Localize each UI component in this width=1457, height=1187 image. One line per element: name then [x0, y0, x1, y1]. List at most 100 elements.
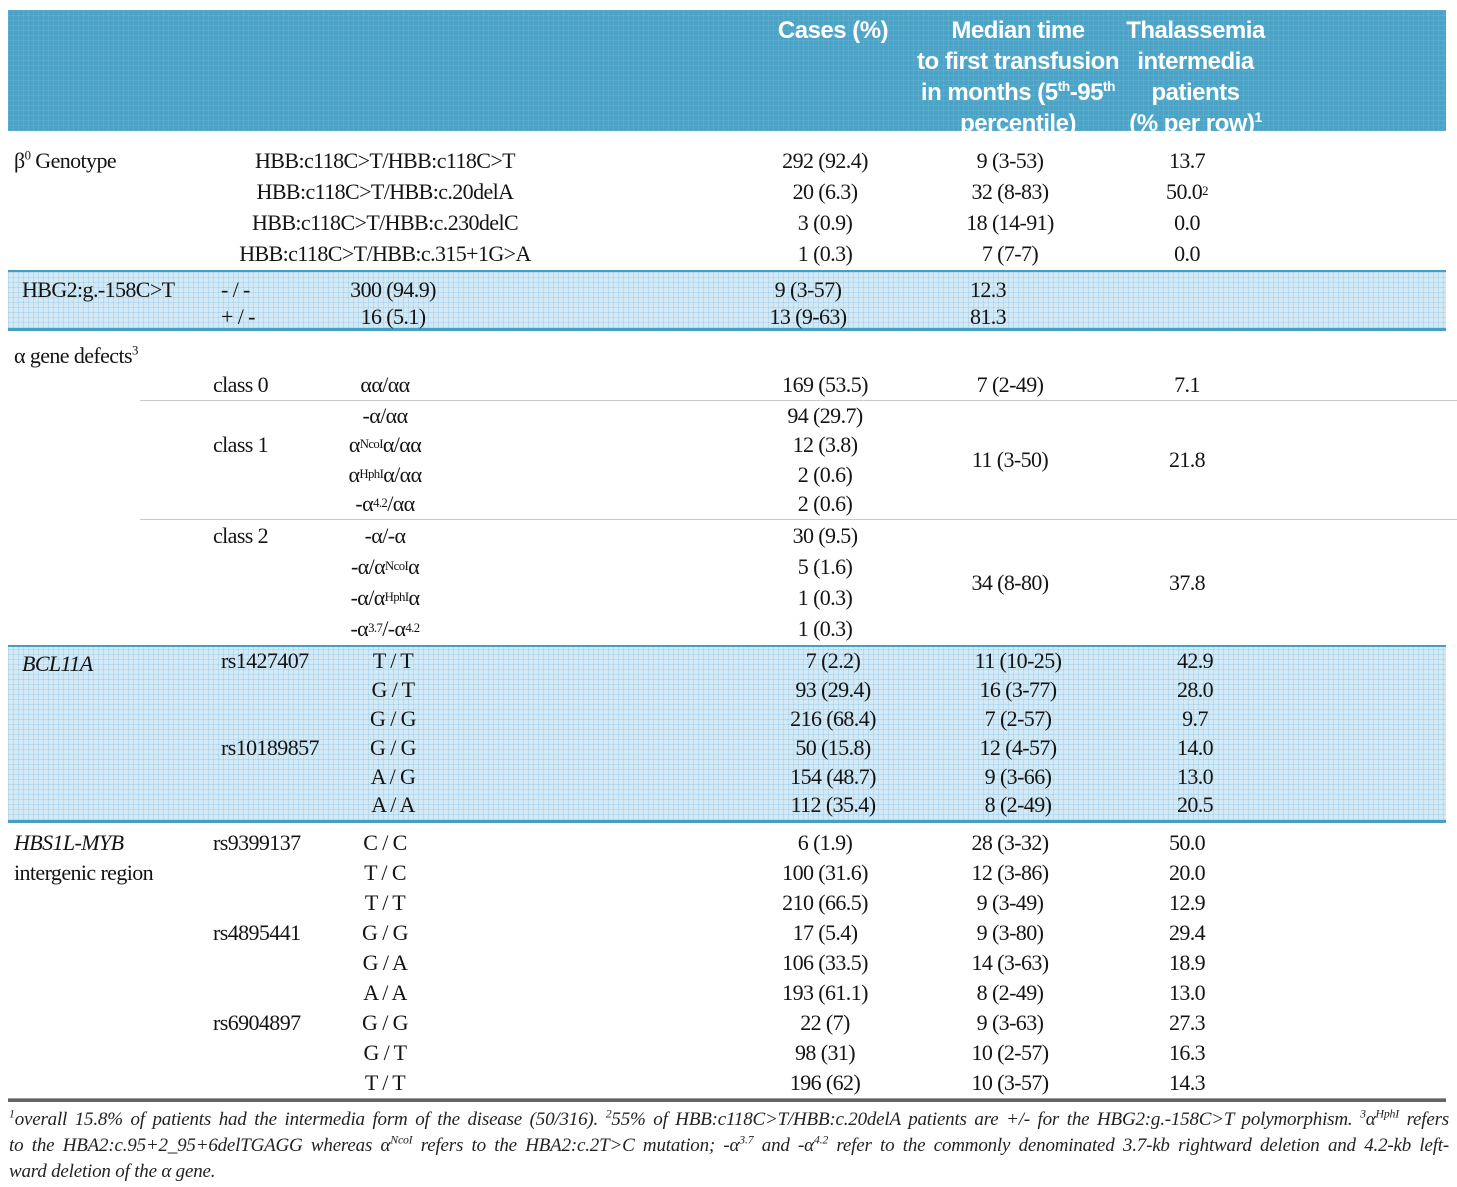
cell-genotype: HBB:c118C>T/HBB:c.20delA — [256, 178, 515, 204]
cell-cases: 3 (0.9) — [797, 209, 853, 235]
cell-cases: 106 (33.5) — [782, 950, 868, 975]
table-row: -α/αα 94 (29.7) — [0, 401, 1457, 431]
cell-pct: 27.3 — [1168, 1010, 1206, 1035]
cell-genotype: T / T — [364, 1070, 406, 1095]
cell-cases: 292 (92.4) — [782, 147, 868, 173]
cell-median: 9 (3-57) — [774, 276, 842, 302]
alpha-class0-group: class 0 αα/αα 169 (53.5) 7 (2-49) 7.1 — [0, 369, 1457, 400]
cell-median: 10 (3-57) — [971, 1070, 1049, 1095]
table-row: T / T 196 (62) 10 (3-57) 14.3 — [0, 1068, 1457, 1098]
cell-genotype: C / C — [363, 830, 407, 855]
cell-median: 28 (3-32) — [971, 830, 1049, 855]
cell-median: 9 (3-66) — [984, 763, 1052, 789]
cell-cases: 216 (68.4) — [790, 705, 876, 731]
cell-median-group: 11 (3-50) — [971, 447, 1049, 472]
cell-cases: 20 (6.3) — [792, 178, 858, 204]
table-row: HBB:c118C>T/HBB:c.20delA 20 (6.3) 32 (8-83… — [0, 176, 1457, 207]
cell-median: 7 (7-7) — [981, 240, 1039, 266]
table-row: G / A 106 (33.5) 14 (3-63) 18.9 — [0, 948, 1457, 978]
cell-cases: 196 (62) — [789, 1070, 861, 1095]
cell-pct: 0.0 — [1174, 209, 1200, 235]
cell-genotype: A / G — [370, 763, 416, 789]
cell-median: 9 (3-53) — [976, 147, 1044, 173]
cell-sub: rs10189857 — [221, 734, 319, 760]
alpha-groups: class 0 αα/αα 169 (53.5) 7 (2-49) 7.1 -α/αα 9… — [0, 331, 1457, 645]
cell-median: 9 (3-63) — [976, 1010, 1044, 1035]
cell-cases: 154 (48.7) — [790, 763, 876, 789]
table-row: -α/α HphI α 1 (0.3) — [0, 583, 1457, 614]
cell-cases: 169 (53.5) — [782, 371, 868, 397]
group-divider — [140, 400, 1457, 401]
section-label-line2: intergenic region — [14, 860, 154, 885]
alpha-class2-group: class 2 -α/-α 30 (9.5) -α/α NcoI α 5 (1.6) -α/α… — [0, 520, 1457, 645]
cell-cases: 193 (61.1) — [782, 980, 868, 1005]
cell-median: 14 (3-63) — [971, 950, 1049, 975]
cell-cases: 6 (1.9) — [797, 830, 853, 855]
cell-genotype: G / G — [370, 705, 416, 731]
table-row: + / - 16 (5.1) 13 (9-63) 81.3 — [8, 303, 1446, 330]
cell-pct: 20.5 — [1176, 792, 1214, 818]
cell-median: 10 (2-57) — [971, 1040, 1049, 1065]
table-row: rs1427407 T / T 7 (2.2) 11 (10-25) 42.9 — [8, 647, 1446, 676]
cell-genotype: G / G — [362, 920, 408, 945]
section-alpha-gene-defects: α gene defects3 class 0 αα/αα 169 (53.5) 7 … — [0, 331, 1457, 645]
cell-cases: 2 (0.6) — [797, 461, 853, 487]
table-row: HBB:c118C>T/HBB:c.315+1G>A 1 (0.3) 7 (7-7)… — [0, 238, 1457, 269]
cell-genotype: T / C — [364, 860, 406, 885]
cell-genotype: α HphI α/αα — [348, 461, 422, 487]
cell-genotype: G / T — [371, 677, 415, 703]
table-row: -α/α NcoI α 5 (1.6) — [0, 551, 1457, 582]
cell-pct: 50.0 — [1168, 830, 1206, 855]
cell-genotype: -α/α NcoI α — [350, 553, 420, 579]
cell-pct: 13.0 — [1168, 980, 1206, 1005]
cell-cases: 2 (0.6) — [797, 491, 853, 517]
table-row: A / G 154 (48.7) 9 (3-66) 13.0 — [8, 762, 1446, 791]
cell-pct: 12.3 — [969, 276, 1007, 302]
section-bcl11a: BCL11A rs1427407 T / T 7 (2.2) 11 (10-25) 42… — [8, 645, 1446, 823]
cell-genotype: -α 4.2/αα — [355, 491, 415, 517]
cell-sub: - / - — [221, 276, 250, 302]
table-row: rs9399137 C / C 6 (1.9) 28 (3-32) 50.0 — [0, 828, 1457, 858]
cell-sub: rs6904897 — [213, 1010, 301, 1035]
cell-median: 9 (3-80) — [976, 920, 1044, 945]
rows-beta0: HBB:c118C>T/HBB:c118C>T 292 (92.4) 9 (3-53… — [0, 131, 1457, 269]
cell-pct: 0.0 — [1174, 240, 1200, 266]
section-beta0-genotype: β0 Genotype HBB:c118C>T/HBB:c118C>T 292 (… — [0, 131, 1457, 270]
table-row: HBB:c118C>T/HBB:c118C>T 292 (92.4) 9 (3-53… — [0, 145, 1457, 176]
cell-sub: class 2 — [213, 522, 269, 548]
table-bottom-rule — [8, 1098, 1446, 1102]
cell-genotype: -α/α HphI α — [350, 585, 420, 611]
section-hbs1l-myb: HBS1L-MYB intergenic region rs9399137 C /… — [0, 823, 1457, 1098]
cell-median: 13 (9-63) — [769, 303, 847, 329]
cell-genotype: G / G — [362, 1010, 408, 1035]
cell-median-group: 34 (8-80) — [971, 569, 1049, 595]
section-label-line1: HBS1L-MYB — [14, 830, 124, 855]
cell-genotype: αα/αα — [360, 371, 410, 397]
table-row: α HphI α/αα 2 (0.6) — [0, 460, 1457, 490]
cell-median: 32 (8-83) — [971, 178, 1049, 204]
table-row: class 2 -α/-α 30 (9.5) — [0, 520, 1457, 551]
rows-hbs1l-myb: rs9399137 C / C 6 (1.9) 28 (3-32) 50.0 T / C 1… — [0, 823, 1457, 1098]
cell-cases: 7 (2.2) — [805, 648, 861, 674]
column-header-median-time: Median time to first transfusion in months… — [916, 17, 1120, 137]
cell-median: 12 (3-86) — [971, 860, 1049, 885]
cell-median: 8 (2-49) — [984, 792, 1052, 818]
cell-genotype: G / G — [370, 734, 416, 760]
footnote-line: ward deletion of the α gene. — [9, 1161, 216, 1182]
cell-pct: 12.9 — [1168, 890, 1206, 915]
table-row: -α 4.2/αα 2 (0.6) — [0, 490, 1457, 520]
cell-cases: 300 (94.9) — [350, 276, 436, 302]
table-row: T / T 210 (66.5) 9 (3-49) 12.9 — [0, 888, 1457, 918]
cell-genotype: -α/αα — [362, 402, 408, 428]
cell-pct: 81.3 — [969, 303, 1007, 329]
section-label-beta0-genotype: β0 Genotype — [14, 148, 117, 173]
cell-cases: 22 (7) — [800, 1010, 850, 1035]
group-divider — [140, 519, 1457, 520]
cell-cases: 93 (29.4) — [795, 677, 871, 703]
cell-cases: 100 (31.6) — [782, 860, 868, 885]
section-label-hbg2: HBG2:g.-158C>T — [22, 277, 175, 302]
cell-pct: 50.0 2 — [1166, 178, 1208, 204]
section-label-hbs1l-myb: HBS1L-MYB intergenic region — [14, 828, 154, 888]
cell-genotype: -α/-α — [364, 522, 406, 548]
